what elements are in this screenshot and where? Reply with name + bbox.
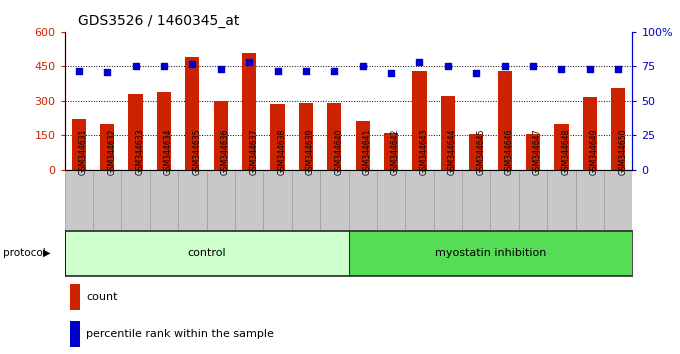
Bar bbox=[384, 133, 398, 170]
Bar bbox=[356, 121, 370, 170]
Text: myostatin inhibition: myostatin inhibition bbox=[435, 248, 546, 258]
Bar bbox=[70, 284, 80, 309]
Point bbox=[357, 64, 368, 69]
Point bbox=[158, 64, 169, 69]
Text: GSM344636: GSM344636 bbox=[221, 128, 230, 175]
Bar bbox=[604, 170, 632, 230]
Bar bbox=[583, 97, 597, 170]
Point bbox=[613, 66, 624, 72]
Bar bbox=[263, 170, 292, 230]
Text: GSM344649: GSM344649 bbox=[590, 128, 599, 175]
Point bbox=[556, 66, 567, 72]
Bar bbox=[547, 170, 575, 230]
Point bbox=[386, 70, 396, 76]
Text: GSM344645: GSM344645 bbox=[476, 128, 486, 175]
Text: GSM344632: GSM344632 bbox=[107, 129, 116, 175]
Bar bbox=[271, 104, 285, 170]
Text: GSM344631: GSM344631 bbox=[79, 129, 88, 175]
Text: GSM344635: GSM344635 bbox=[192, 128, 201, 175]
Text: GSM344639: GSM344639 bbox=[306, 128, 315, 175]
Bar bbox=[65, 231, 348, 275]
Bar bbox=[185, 57, 199, 170]
Text: GDS3526 / 1460345_at: GDS3526 / 1460345_at bbox=[78, 14, 239, 28]
Text: ▶: ▶ bbox=[43, 248, 50, 258]
Text: GSM344642: GSM344642 bbox=[391, 129, 400, 175]
Bar bbox=[150, 170, 178, 230]
Bar bbox=[93, 170, 121, 230]
Bar bbox=[65, 170, 93, 230]
Bar bbox=[498, 70, 512, 170]
Point bbox=[499, 64, 510, 69]
Text: GSM344641: GSM344641 bbox=[362, 129, 372, 175]
Point bbox=[471, 70, 481, 76]
Bar bbox=[462, 170, 490, 230]
Point bbox=[73, 68, 84, 73]
Point bbox=[187, 61, 198, 67]
Text: GSM344633: GSM344633 bbox=[135, 128, 145, 175]
Bar bbox=[121, 170, 150, 230]
Text: GSM344638: GSM344638 bbox=[277, 129, 286, 175]
Bar bbox=[611, 88, 626, 170]
Bar bbox=[299, 103, 313, 170]
Text: GSM344643: GSM344643 bbox=[420, 128, 428, 175]
Text: GSM344640: GSM344640 bbox=[335, 128, 343, 175]
Bar bbox=[207, 170, 235, 230]
Bar bbox=[526, 134, 540, 170]
Bar bbox=[412, 70, 426, 170]
Bar bbox=[70, 321, 80, 347]
Text: GSM344644: GSM344644 bbox=[448, 128, 457, 175]
Point bbox=[528, 64, 539, 69]
Bar bbox=[554, 124, 568, 170]
Bar bbox=[129, 94, 143, 170]
Text: control: control bbox=[187, 248, 226, 258]
Bar bbox=[235, 170, 263, 230]
Text: percentile rank within the sample: percentile rank within the sample bbox=[86, 329, 274, 339]
Bar bbox=[405, 170, 434, 230]
Bar bbox=[178, 170, 207, 230]
Bar bbox=[519, 170, 547, 230]
Text: GSM344634: GSM344634 bbox=[164, 128, 173, 175]
Text: GSM344648: GSM344648 bbox=[562, 129, 571, 175]
Text: GSM344637: GSM344637 bbox=[249, 128, 258, 175]
Bar bbox=[292, 170, 320, 230]
Text: protocol: protocol bbox=[3, 248, 46, 258]
Bar bbox=[434, 170, 462, 230]
Bar bbox=[377, 170, 405, 230]
Point bbox=[243, 59, 254, 65]
Bar bbox=[157, 92, 171, 170]
Bar bbox=[242, 53, 256, 170]
Bar bbox=[100, 124, 114, 170]
Text: GSM344646: GSM344646 bbox=[505, 128, 513, 175]
Bar bbox=[214, 101, 228, 170]
Point bbox=[443, 64, 454, 69]
Bar bbox=[348, 231, 632, 275]
Point bbox=[216, 66, 226, 72]
Bar bbox=[441, 96, 455, 170]
Bar bbox=[327, 103, 341, 170]
Point bbox=[584, 66, 595, 72]
Point bbox=[102, 69, 113, 75]
Point bbox=[130, 64, 141, 69]
Point bbox=[329, 68, 340, 73]
Bar bbox=[348, 170, 377, 230]
Bar bbox=[490, 170, 519, 230]
Point bbox=[301, 68, 311, 73]
Bar bbox=[71, 119, 86, 170]
Bar bbox=[320, 170, 348, 230]
Text: GSM344650: GSM344650 bbox=[618, 128, 627, 175]
Text: count: count bbox=[86, 292, 118, 302]
Point bbox=[272, 68, 283, 73]
Text: GSM344647: GSM344647 bbox=[533, 128, 542, 175]
Bar bbox=[575, 170, 604, 230]
Bar bbox=[469, 134, 483, 170]
Point bbox=[414, 59, 425, 65]
